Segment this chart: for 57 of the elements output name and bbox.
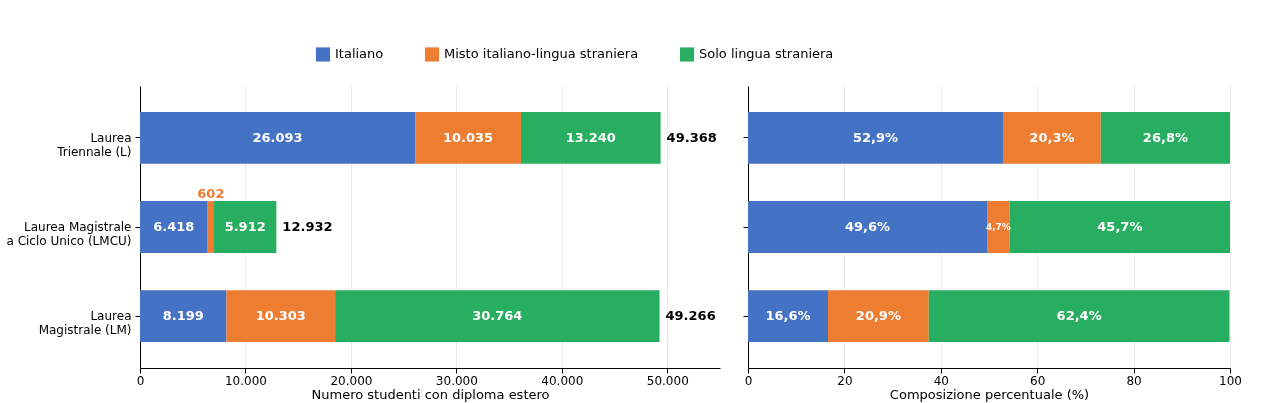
bar	[748, 290, 829, 343]
data-label: 52,9%	[852, 129, 899, 145]
data-label: 45,7%	[1097, 219, 1143, 234]
x-tick-label: 30.000	[435, 373, 478, 388]
data-label: 26.093	[252, 129, 303, 145]
x-tick-label: 50.000	[646, 373, 689, 388]
total-label: 49.368	[666, 129, 717, 145]
legend-label: Solo lingua straniera	[699, 46, 834, 62]
total-label: 49.266	[665, 308, 716, 324]
x-tick-label: 100	[1219, 373, 1242, 388]
bar	[214, 201, 277, 253]
y-tick-label: Laurea Magistrale a Ciclo Unico (LMCU)	[6, 220, 132, 248]
bar	[207, 201, 215, 253]
data-label: 6.418	[153, 219, 195, 234]
data-label: 20,9%	[855, 308, 901, 324]
legend-label: Italiano	[335, 46, 384, 62]
bar	[140, 201, 208, 253]
bar	[828, 290, 929, 343]
data-label: 10.035	[442, 129, 494, 145]
data-label: 49,6%	[844, 219, 891, 234]
bar	[415, 111, 521, 164]
bar	[140, 111, 416, 164]
total-label: 12.932	[282, 219, 333, 234]
bar	[335, 290, 660, 343]
x-tick-label: 80	[1126, 373, 1142, 388]
bar	[226, 290, 336, 343]
bar	[1009, 201, 1230, 253]
data-label: 20,3%	[1029, 129, 1075, 145]
y-tick-label: Laurea Magistrale (LM)	[38, 309, 132, 338]
data-label: 13.240	[565, 129, 616, 145]
x-tick-label: 40	[933, 373, 949, 388]
bar	[140, 290, 227, 343]
bar	[928, 290, 1230, 343]
legend-label: Misto italiano-lingua straniera	[444, 46, 639, 62]
data-label: 16,6%	[765, 308, 811, 324]
bar	[748, 201, 988, 253]
x-tick-label: 20.000	[330, 373, 373, 388]
x-tick-label: 60	[1030, 373, 1046, 388]
x-tick-label: 0	[744, 373, 753, 388]
data-label: 10.303	[255, 308, 306, 324]
data-label: 26,8%	[1142, 129, 1188, 145]
x-tick-label: 10.000	[224, 373, 267, 388]
x-axis-title: Composizione percentuale (%)	[889, 386, 1090, 402]
y-tick-label: Laurea Triennale (L)	[56, 130, 132, 159]
x-axis-title: Numero studenti con diploma estero	[311, 386, 550, 402]
x-tick-label: 20	[837, 373, 853, 388]
bar	[1100, 111, 1230, 164]
x-tick-label: 0	[136, 373, 145, 388]
bar	[1002, 111, 1101, 164]
bar	[748, 111, 1003, 164]
data-label: 8.199	[162, 308, 204, 324]
x-tick-label: 40.000	[541, 373, 584, 388]
data-label: 30.764	[472, 308, 523, 324]
data-label: 62,4%	[1056, 308, 1102, 324]
data-label: 602	[197, 186, 225, 201]
bar	[520, 111, 661, 164]
data-label: 5.912	[224, 219, 266, 234]
